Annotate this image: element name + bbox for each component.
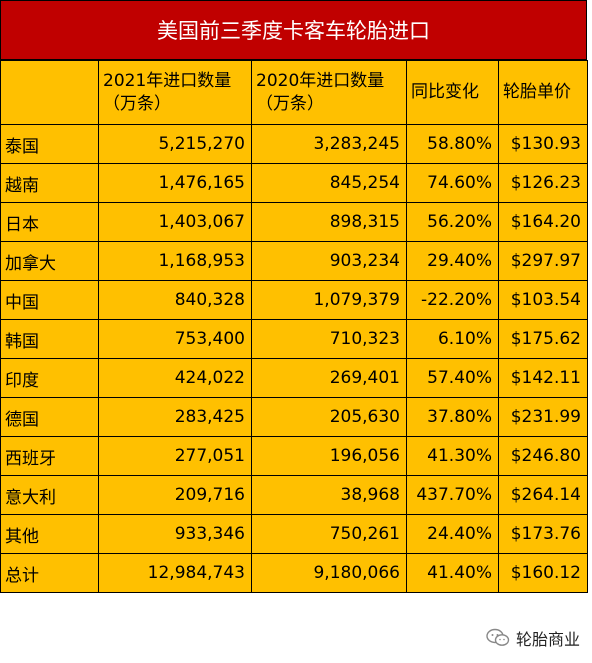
import-2021-cell: 209,716 xyxy=(98,475,252,515)
table-title-text: 美国前三季度卡客车轮胎进口 xyxy=(157,19,430,43)
import-2021-cell: 12,984,743 xyxy=(98,553,252,593)
import-2020-cell: 1,079,379 xyxy=(251,280,407,320)
table-row: 意大利 209,716 38,968 437.70% $264.14 xyxy=(0,475,588,515)
table-row: 其他 933,346 750,261 24.40% $173.76 xyxy=(0,514,588,554)
price-cell: $173.76 xyxy=(498,514,588,554)
import-2020-cell: 750,261 xyxy=(251,514,407,554)
change-cell: 56.20% xyxy=(406,202,499,242)
import-2021-cell: 753,400 xyxy=(98,319,252,359)
price-cell: $164.20 xyxy=(498,202,588,242)
change-cell: 57.40% xyxy=(406,358,499,398)
country-cell: 越南 xyxy=(0,163,99,203)
table-row: 印度 424,022 269,401 57.40% $142.11 xyxy=(0,358,588,398)
change-cell: -22.20% xyxy=(406,280,499,320)
table-row: 西班牙 277,051 196,056 41.30% $246.80 xyxy=(0,436,588,476)
price-cell: $160.12 xyxy=(498,553,588,593)
change-cell: 6.10% xyxy=(406,319,499,359)
import-2020-cell: 3,283,245 xyxy=(251,124,407,164)
import-2020-cell: 710,323 xyxy=(251,319,407,359)
import-2021-cell: 283,425 xyxy=(98,397,252,437)
import-2021-cell: 840,328 xyxy=(98,280,252,320)
country-cell: 总计 xyxy=(0,553,99,593)
import-table: 2021年进口数量（万条） 2020年进口数量（万条） 同比变化 轮胎单价 泰国… xyxy=(0,60,588,593)
import-2020-cell: 38,968 xyxy=(251,475,407,515)
import-2020-cell: 898,315 xyxy=(251,202,407,242)
price-cell: $231.99 xyxy=(498,397,588,437)
import-2020-cell: 9,180,066 xyxy=(251,553,407,593)
country-cell: 加拿大 xyxy=(0,241,99,281)
import-2020-cell: 205,630 xyxy=(251,397,407,437)
table-row: 德国 283,425 205,630 37.80% $231.99 xyxy=(0,397,588,437)
country-cell: 韩国 xyxy=(0,319,99,359)
import-2021-cell: 277,051 xyxy=(98,436,252,476)
import-2021-cell: 933,346 xyxy=(98,514,252,554)
price-cell: $264.14 xyxy=(498,475,588,515)
watermark-text: 轮胎商业 xyxy=(516,630,581,649)
import-2021-cell: 5,215,270 xyxy=(98,124,252,164)
import-2021-cell: 424,022 xyxy=(98,358,252,398)
price-cell: $142.11 xyxy=(498,358,588,398)
table-row: 越南 1,476,165 845,254 74.60% $126.23 xyxy=(0,163,588,203)
table-title: 美国前三季度卡客车轮胎进口 xyxy=(0,0,587,60)
import-table-container: 美国前三季度卡客车轮胎进口 2021年进口数量（万条） 2020年进口数量（万条… xyxy=(0,0,588,593)
country-cell: 德国 xyxy=(0,397,99,437)
table-row: 泰国 5,215,270 3,283,245 58.80% $130.93 xyxy=(0,124,588,164)
import-2021-cell: 1,403,067 xyxy=(98,202,252,242)
header-2020: 2020年进口数量（万条） xyxy=(251,60,407,125)
header-2021: 2021年进口数量（万条） xyxy=(98,60,252,125)
import-2020-cell: 269,401 xyxy=(251,358,407,398)
header-2021-text: 2021年进口数量（万条） xyxy=(103,70,232,114)
country-cell: 中国 xyxy=(0,280,99,320)
change-cell: 41.30% xyxy=(406,436,499,476)
import-2020-cell: 845,254 xyxy=(251,163,407,203)
country-cell: 其他 xyxy=(0,514,99,554)
country-cell: 西班牙 xyxy=(0,436,99,476)
price-cell: $246.80 xyxy=(498,436,588,476)
table-row: 日本 1,403,067 898,315 56.20% $164.20 xyxy=(0,202,588,242)
change-cell: 437.70% xyxy=(406,475,499,515)
header-2020-text: 2020年进口数量（万条） xyxy=(256,70,385,114)
table-row: 中国 840,328 1,079,379 -22.20% $103.54 xyxy=(0,280,588,320)
country-cell: 日本 xyxy=(0,202,99,242)
change-cell: 58.80% xyxy=(406,124,499,164)
country-cell: 印度 xyxy=(0,358,99,398)
table-row: 加拿大 1,168,953 903,234 29.40% $297.97 xyxy=(0,241,588,281)
import-2020-cell: 196,056 xyxy=(251,436,407,476)
import-2020-cell: 903,234 xyxy=(251,241,407,281)
header-row: 2021年进口数量（万条） 2020年进口数量（万条） 同比变化 轮胎单价 xyxy=(0,60,588,125)
wechat-icon xyxy=(486,628,510,646)
price-cell: $175.62 xyxy=(498,319,588,359)
header-price: 轮胎单价 xyxy=(498,60,588,125)
change-cell: 41.40% xyxy=(406,553,499,593)
watermark: 轮胎商业 xyxy=(486,626,580,650)
change-cell: 29.40% xyxy=(406,241,499,281)
change-cell: 74.60% xyxy=(406,163,499,203)
import-2021-cell: 1,476,165 xyxy=(98,163,252,203)
price-cell: $130.93 xyxy=(498,124,588,164)
header-country xyxy=(0,60,99,125)
price-cell: $297.97 xyxy=(498,241,588,281)
country-cell: 泰国 xyxy=(0,124,99,164)
header-change: 同比变化 xyxy=(406,60,499,125)
change-cell: 37.80% xyxy=(406,397,499,437)
price-cell: $126.23 xyxy=(498,163,588,203)
price-cell: $103.54 xyxy=(498,280,588,320)
table-row: 韩国 753,400 710,323 6.10% $175.62 xyxy=(0,319,588,359)
country-cell: 意大利 xyxy=(0,475,99,515)
change-cell: 24.40% xyxy=(406,514,499,554)
table-row: 总计 12,984,743 9,180,066 41.40% $160.12 xyxy=(0,553,588,593)
import-2021-cell: 1,168,953 xyxy=(98,241,252,281)
